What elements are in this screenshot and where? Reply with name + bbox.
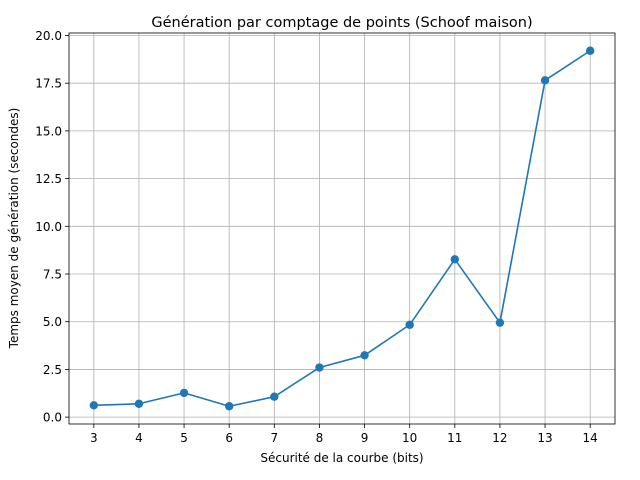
- x-tick-label: 3: [90, 431, 98, 445]
- x-tick-label: 13: [537, 431, 552, 445]
- data-point: [89, 401, 99, 410]
- data-point: [495, 318, 505, 327]
- x-tick-label: 6: [225, 431, 233, 445]
- data-point: [270, 392, 279, 401]
- y-tick-label: 5.0: [43, 315, 62, 329]
- data-point: [450, 255, 460, 264]
- y-tick-label: 7.5: [43, 268, 62, 282]
- x-tick-label: 7: [270, 431, 278, 445]
- series-line: [93, 50, 591, 408]
- data-point: [134, 399, 144, 408]
- data-point: [315, 363, 324, 372]
- y-tick-label: 10.0: [35, 220, 62, 234]
- x-tick-label: 10: [402, 431, 417, 445]
- grid: [69, 33, 615, 424]
- x-axis: 3 4 5 6 7 8 9 10 11 12 13 14: [90, 424, 598, 445]
- data-point: [360, 351, 369, 360]
- x-tick-label: 12: [492, 431, 507, 445]
- y-tick-label: 0.0: [43, 411, 62, 425]
- x-tick-label: 5: [180, 431, 188, 445]
- x-tick-label: 11: [447, 431, 462, 445]
- data-point: [224, 402, 234, 411]
- y-tick-label: 15.0: [35, 124, 62, 138]
- chart-title: Génération par comptage de points (Schoo…: [151, 15, 532, 31]
- y-axis: 0.0 2.5 5.0 7.5 10.0 12.5 15.0 17.5 20.0: [35, 29, 69, 425]
- y-axis-label: Temps moyen de génération (secondes): [7, 108, 21, 350]
- data-point: [179, 388, 189, 398]
- data-series: [89, 46, 595, 411]
- x-axis-label: Sécurité de la courbe (bits): [260, 451, 423, 465]
- x-tick-label: 9: [361, 431, 369, 445]
- x-tick-label: 4: [135, 431, 143, 445]
- y-tick-label: 20.0: [35, 29, 62, 43]
- plot-frame: [68, 32, 616, 425]
- data-point: [405, 320, 414, 329]
- x-tick-label: 8: [316, 431, 324, 445]
- y-tick-label: 12.5: [35, 172, 62, 186]
- data-point: [540, 76, 550, 85]
- data-point: [585, 46, 595, 55]
- x-tick-label: 14: [583, 431, 598, 445]
- y-tick-label: 2.5: [43, 363, 62, 377]
- y-tick-label: 17.5: [35, 77, 62, 91]
